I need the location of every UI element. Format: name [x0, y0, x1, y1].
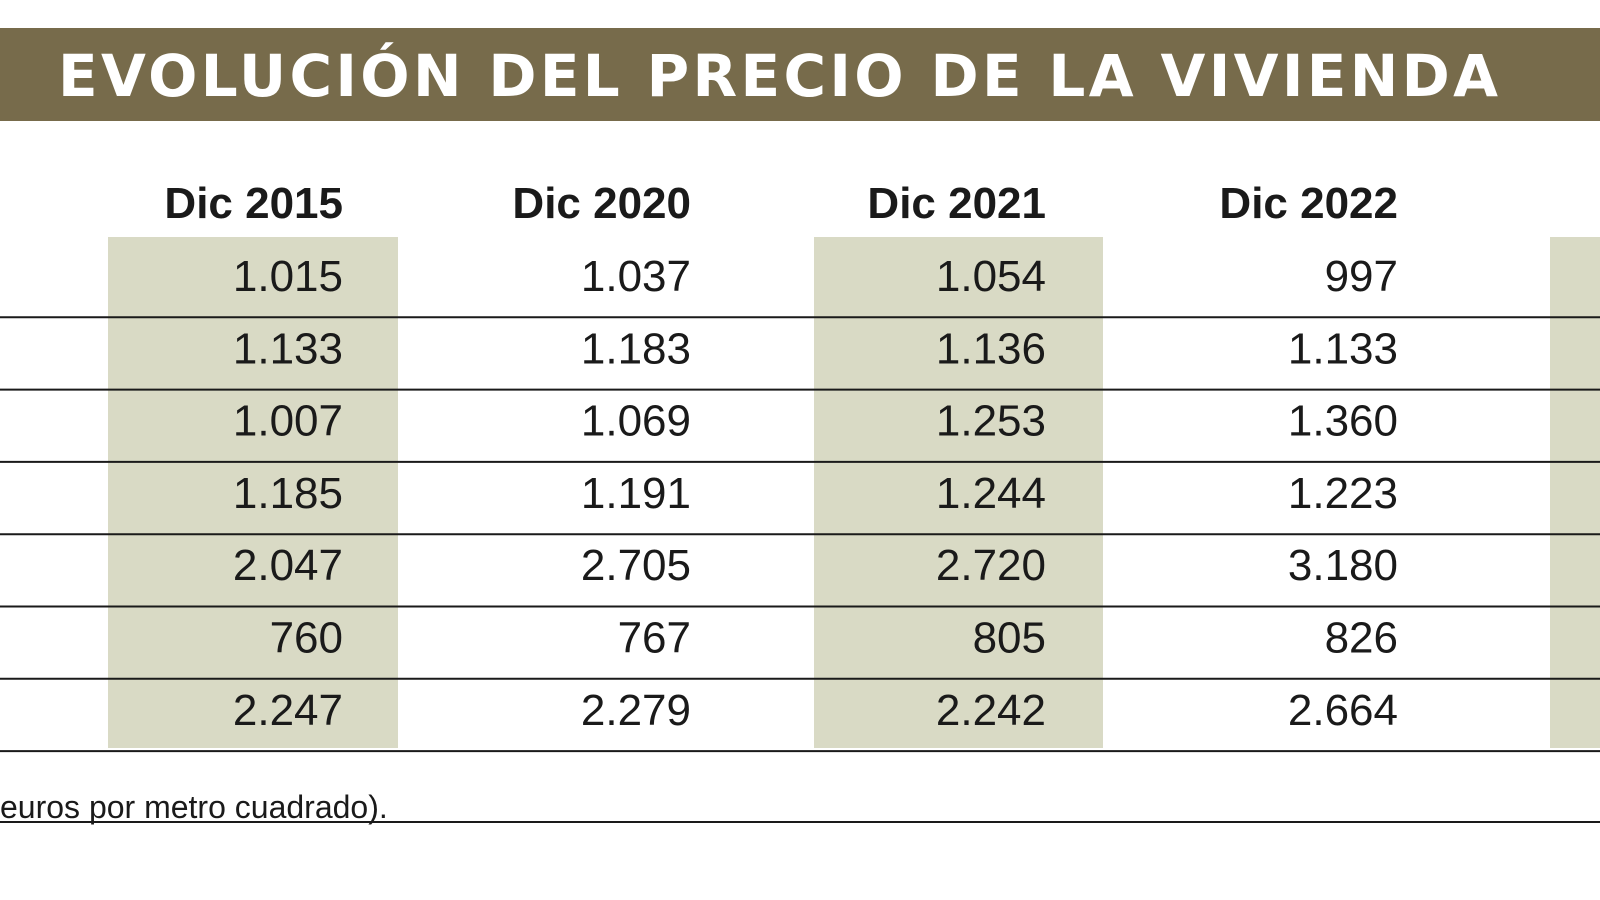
cell: 1.054 [936, 252, 1046, 301]
cell: 2.242 [936, 686, 1046, 735]
row-lines [0, 316, 1600, 753]
cell: 997 [1325, 252, 1398, 301]
column-header: Dic 2020 [512, 179, 691, 228]
cell: 1.037 [581, 252, 691, 301]
cell: 760 [270, 614, 343, 663]
cell: 1.136 [936, 324, 1046, 373]
cell: 767 [618, 614, 691, 663]
cell: 1.244 [936, 469, 1046, 518]
cell: 805 [973, 614, 1046, 663]
column-shade [814, 237, 1103, 748]
cell: 826 [1325, 614, 1398, 663]
cell: 1.133 [1288, 324, 1398, 373]
column-shade [108, 237, 398, 748]
cell: 2.047 [233, 541, 343, 590]
column-header: Dic 2021 [867, 179, 1046, 228]
column-header: Dic 2022 [1219, 179, 1398, 228]
cell: 2.705 [581, 541, 691, 590]
cell: 1.223 [1288, 469, 1398, 518]
column-header: Dic 2015 [164, 179, 343, 228]
cell: 2.664 [1288, 686, 1398, 735]
cell: 3.180 [1288, 541, 1398, 590]
cell: 1.015 [233, 252, 343, 301]
title: EVOLUCIÓN DEL PRECIO DE LA VIVIENDA [58, 41, 1498, 110]
cell: 1.191 [581, 469, 691, 518]
title-bar [0, 28, 1600, 121]
cell: 1.360 [1288, 397, 1398, 446]
column-shade [1550, 237, 1600, 748]
cell: 1.183 [581, 324, 691, 373]
cell: 1.253 [936, 397, 1046, 446]
cells: Dic 2015 Dic 2020 Dic 2021 Dic 2022 1.015 1.0… [164, 179, 1398, 735]
cell: 1.007 [233, 397, 343, 446]
cell: 1.133 [233, 324, 343, 373]
cell: 2.247 [233, 686, 343, 735]
cell: 2.720 [936, 541, 1046, 590]
cell: 1.069 [581, 397, 691, 446]
cell: 1.185 [233, 469, 343, 518]
cell: 2.279 [581, 686, 691, 735]
footnote: euros por metro cuadrado). [0, 789, 388, 825]
